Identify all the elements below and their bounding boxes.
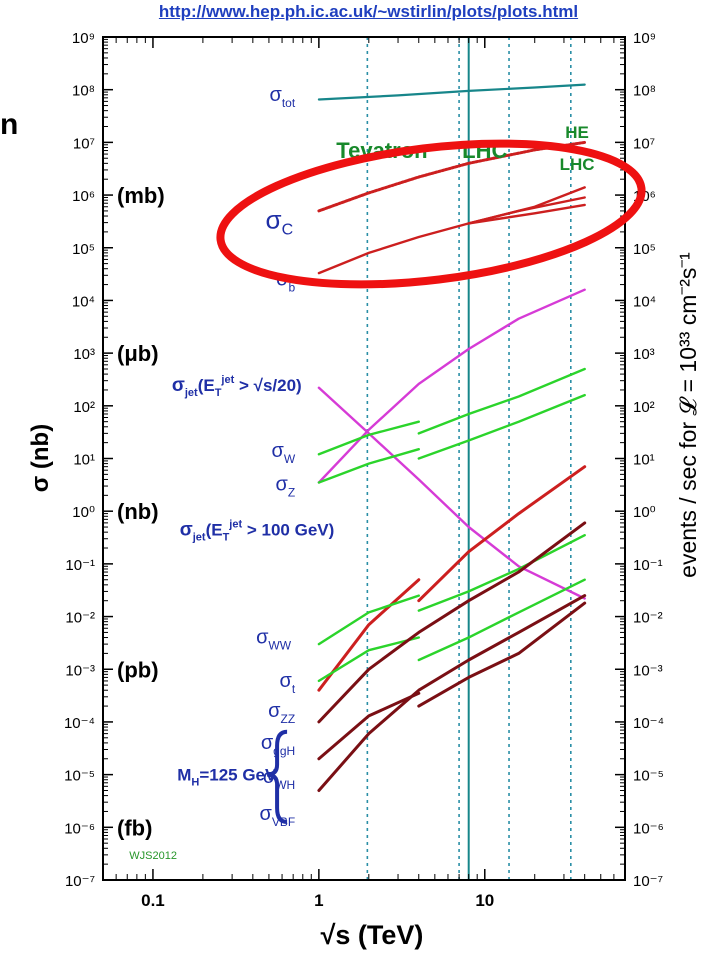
x-axis-ticks: 0.1 1 10 xyxy=(102,37,626,910)
credit-label: WJS2012 xyxy=(129,850,177,862)
y-tick-label-left: 10³ xyxy=(73,346,95,363)
machine-label-3: LHC xyxy=(560,155,595,174)
y-tick-label-right: 10³ xyxy=(633,346,655,363)
y-tick-label-left: 10⁻⁴ xyxy=(64,715,95,732)
y-tick-label-right: 10⁻⁶ xyxy=(633,820,664,837)
curve-label-sigma-c: σC xyxy=(266,205,294,239)
y-tick-label-right: 10⁻² xyxy=(633,610,663,627)
series-line-11-1 xyxy=(417,601,587,708)
curve-label-sigma-tot: σtot xyxy=(270,84,296,110)
series-line-6-1 xyxy=(417,393,586,460)
series-line-8-1 xyxy=(417,534,586,612)
y-tick-label-left: 10⁻⁵ xyxy=(64,768,95,785)
series-line-7-1 xyxy=(417,465,587,603)
y-tick-label-right: 10⁸ xyxy=(633,83,656,100)
y-tick-label-left: 10⁻² xyxy=(65,610,95,627)
curve-label-sigma-z: σZ xyxy=(276,474,296,500)
series-line-9-1 xyxy=(417,578,586,662)
unit-label-1: (μb) xyxy=(117,341,159,366)
series-line-10-0 xyxy=(317,521,587,724)
curve-label-sigma-wh: σWH xyxy=(263,766,295,792)
unit-label-3: (pb) xyxy=(117,657,159,682)
y-tick-label-right: 10⁻⁴ xyxy=(633,715,664,732)
y-axis-title-right: events / sec for 𝓛 = 10³³ cm⁻²s⁻¹ xyxy=(675,252,701,578)
y-tick-label-right: 10² xyxy=(633,399,655,416)
y-tick-label-left: 10⁶ xyxy=(72,188,95,205)
y-tick-label-left: 10⁴ xyxy=(72,293,95,310)
edge-letter: n xyxy=(0,108,19,141)
y-tick-label-left: 10⁰ xyxy=(72,504,95,521)
y-tick-label-left: 10¹ xyxy=(73,452,95,469)
series-line-5-1 xyxy=(417,367,586,435)
y-tick-label-left: 10⁻³ xyxy=(65,662,95,679)
series-line-11-0 xyxy=(317,691,421,761)
series-line-9-0 xyxy=(317,636,420,683)
y-tick-label-right: 10⁷ xyxy=(633,135,655,152)
y-tick-label-left: 10⁹ xyxy=(72,30,95,47)
series-line-6-0 xyxy=(317,448,420,484)
y-tick-label-left: 10⁻⁶ xyxy=(64,820,95,837)
y-tick-label-left: 10⁻⁷ xyxy=(65,873,95,890)
y-tick-label-right: 10⁻¹ xyxy=(633,557,663,574)
y-tick-label-right: 10⁴ xyxy=(633,293,656,310)
x-axis-title: √s (TeV) xyxy=(321,920,424,950)
source-url-link[interactable]: http://www.hep.ph.ic.ac.uk/~wstirlin/plo… xyxy=(158,2,579,21)
y-tick-label-left: 10⁸ xyxy=(72,83,95,100)
series-line-2-0 xyxy=(317,196,586,275)
y-tick-label-left: 10⁵ xyxy=(72,241,95,258)
y-tick-label-right: 10⁹ xyxy=(633,30,656,47)
y-tick-label-right: 10⁻⁷ xyxy=(633,873,663,890)
series-line-3-0 xyxy=(317,386,586,600)
plot-frame xyxy=(102,36,626,881)
x-tick-label: 0.1 xyxy=(141,891,165,910)
machine-label-2: HE xyxy=(565,123,589,142)
y-tick-label-right: 10⁵ xyxy=(633,241,656,258)
curve-label-sigma-ww: σWW xyxy=(256,627,292,653)
series-line-12-0 xyxy=(317,594,587,792)
series-curves xyxy=(317,83,587,792)
y-tick-label-left: 10⁷ xyxy=(73,135,95,152)
unit-label-0: (mb) xyxy=(117,183,165,208)
y-tick-label-left: 10⁻¹ xyxy=(65,557,95,574)
higgs-mass-label: MH=125 GeV xyxy=(177,766,277,789)
curve-label-sigma-t: σt xyxy=(280,670,296,696)
jet-label-jet1: σjet(ETjet > √s/20) xyxy=(172,374,302,399)
curve-label-sigma-w: σW xyxy=(272,440,296,466)
jet-label-jet2: σjet(ETjet > 100 GeV) xyxy=(180,518,335,543)
y-axis-title-left: σ (nb) xyxy=(27,424,54,492)
series-line-2-1 xyxy=(467,186,586,225)
y-tick-label-right: 10¹ xyxy=(633,452,655,469)
y-tick-label-right: 10⁻⁵ xyxy=(633,768,664,785)
series-line-2-2 xyxy=(467,203,586,225)
highlight-ellipse xyxy=(216,139,646,289)
y-tick-label-right: 10⁰ xyxy=(633,504,656,521)
x-tick-label: 1 xyxy=(314,891,323,910)
curve-label-sigma-zz: σZZ xyxy=(268,700,295,726)
series-line-8-0 xyxy=(317,594,420,646)
unit-label-4: (fb) xyxy=(117,815,152,840)
y-tick-label-left: 10² xyxy=(73,399,95,416)
series-line-5-0 xyxy=(317,420,420,456)
y-tick-label-right: 10⁻³ xyxy=(633,662,663,679)
series-line-7-0 xyxy=(317,578,421,692)
series-line-0-0 xyxy=(317,83,586,101)
unit-label-2: (nb) xyxy=(117,499,159,524)
x-tick-label: 10 xyxy=(475,891,494,910)
